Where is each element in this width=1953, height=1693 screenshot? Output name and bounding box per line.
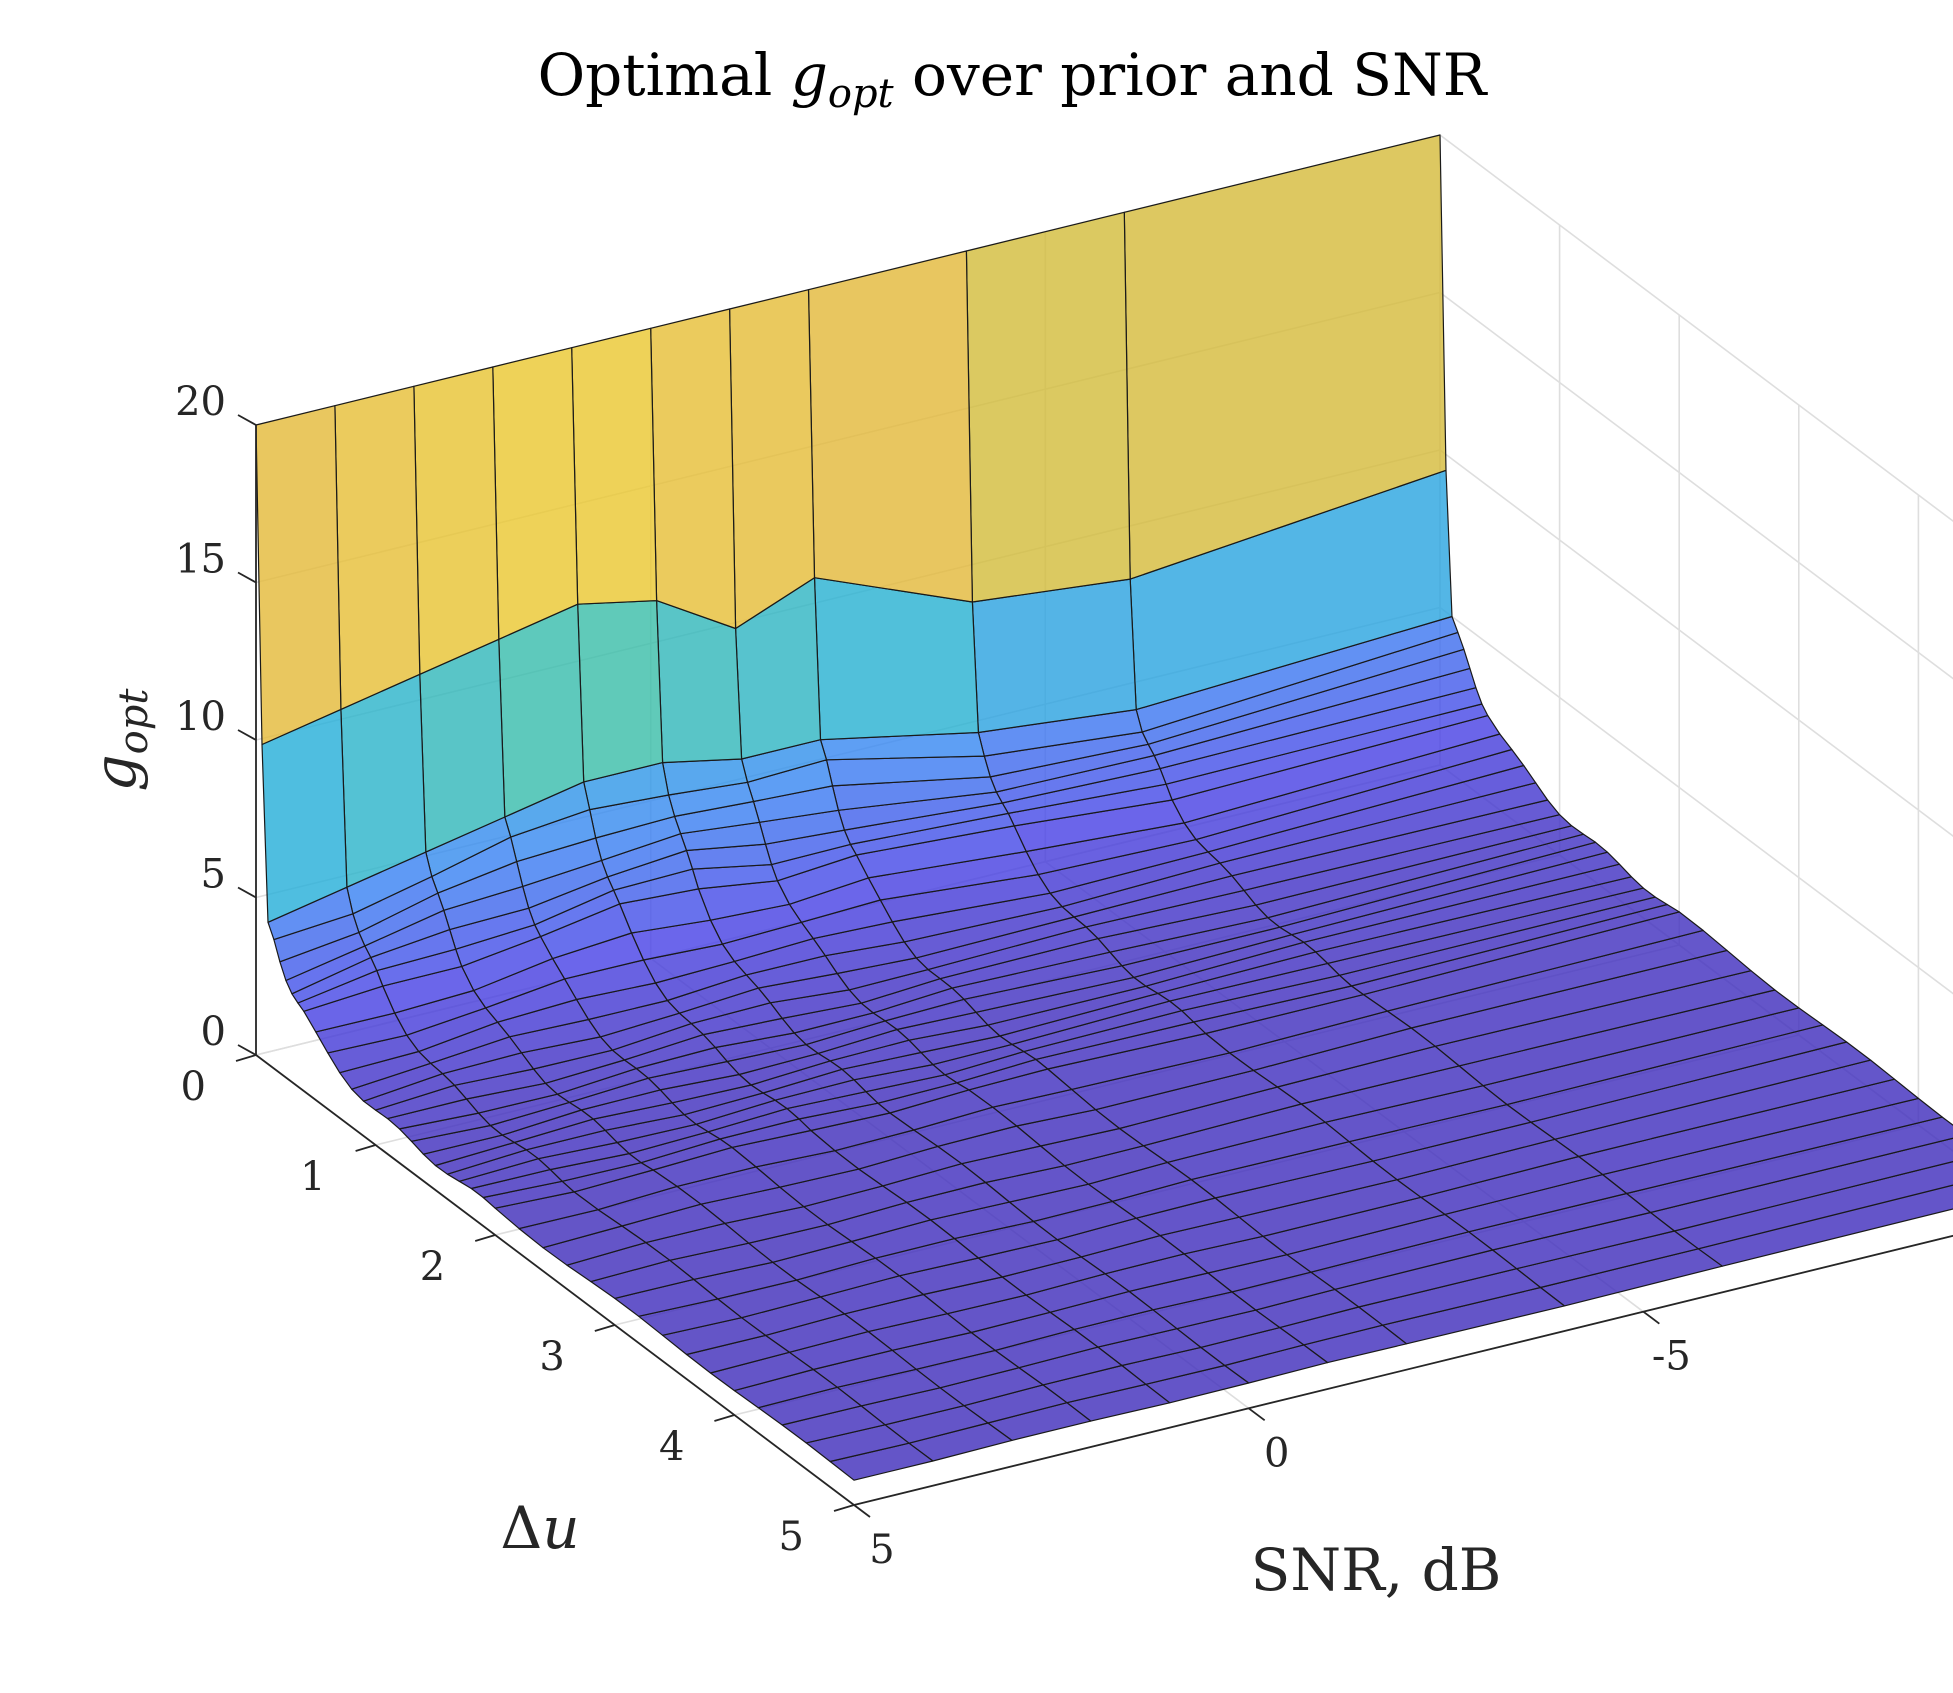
chart-title: Optimal gopt over prior and SNR xyxy=(538,41,1489,117)
surface-mesh xyxy=(255,134,1953,1481)
y-tick-label: 1 xyxy=(300,1154,325,1200)
surface-patch xyxy=(255,405,342,746)
tick-labels: 50-5-1001234505101520 xyxy=(175,379,1691,1573)
y-tick-mark xyxy=(714,1414,735,1422)
z-axis-label: gopt xyxy=(81,688,157,792)
surface-patch xyxy=(965,211,1131,603)
x-tick-mark xyxy=(853,1504,871,1518)
surface-patch xyxy=(728,289,816,630)
y-tick-mark xyxy=(474,1234,496,1242)
surface-patch xyxy=(413,366,500,675)
y-tick-label: 4 xyxy=(659,1424,684,1470)
z-tick-label: 20 xyxy=(175,379,226,425)
z-tick-label: 5 xyxy=(201,852,226,898)
y-tick-label: 2 xyxy=(420,1244,445,1290)
x-axis-label: SNR, dB xyxy=(1251,1536,1502,1604)
axes xyxy=(235,414,1953,1518)
y-tick-mark xyxy=(833,1504,855,1512)
y-tick-label: 3 xyxy=(539,1334,564,1380)
y-axis-label: Δu xyxy=(500,1494,579,1562)
surface-patch xyxy=(334,385,421,711)
x-tick-label: 0 xyxy=(1264,1430,1289,1476)
y-tick-label: 5 xyxy=(779,1514,804,1560)
surface-patch xyxy=(577,599,664,783)
z-tick-mark xyxy=(237,414,257,426)
z-tick-mark xyxy=(237,886,257,899)
z-tick-mark xyxy=(237,1044,257,1056)
surface-patch xyxy=(340,673,427,888)
x-axis-line xyxy=(853,1234,1953,1506)
z-tick-label: 15 xyxy=(175,537,226,583)
z-tick-label: 0 xyxy=(201,1009,226,1055)
y-tick-mark xyxy=(594,1324,616,1332)
surface-patch xyxy=(971,578,1137,734)
y-axis-line xyxy=(255,1054,855,1506)
surface-patch xyxy=(419,638,506,853)
x-tick-mark xyxy=(1642,1310,1660,1325)
z-tick-mark xyxy=(237,729,257,741)
y-tick-mark xyxy=(235,1054,257,1062)
y-tick-label: 0 xyxy=(181,1064,206,1110)
z-tick-mark xyxy=(237,571,257,584)
surface-patch xyxy=(498,603,585,818)
x-tick-label: -5 xyxy=(1652,1334,1691,1380)
x-tick-label: 5 xyxy=(869,1527,894,1573)
y-tick-mark xyxy=(355,1144,376,1152)
surface-patch xyxy=(650,308,737,630)
surface-patch xyxy=(261,708,348,923)
surface-patch xyxy=(492,347,579,640)
x-tick-mark xyxy=(1248,1407,1266,1422)
surface-patch xyxy=(813,577,980,741)
surface-patch xyxy=(807,250,974,603)
surface-patch xyxy=(571,327,658,605)
z-tick-label: 10 xyxy=(175,694,226,740)
